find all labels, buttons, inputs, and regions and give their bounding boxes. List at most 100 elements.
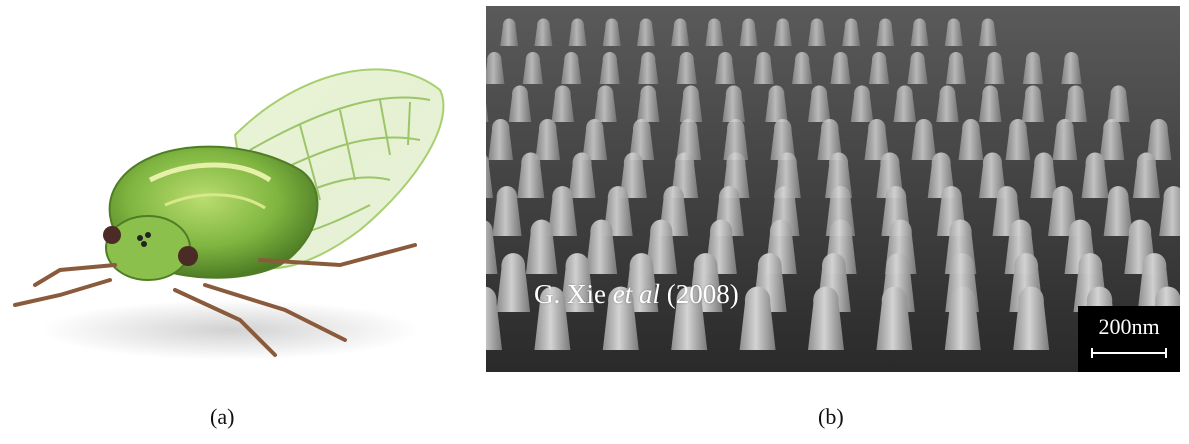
nanopillar — [603, 186, 633, 236]
nanopillar — [508, 85, 532, 122]
nanopillar — [679, 85, 703, 122]
nanopillar — [944, 18, 963, 46]
cicada-illustration — [13, 68, 445, 360]
nanopillar — [1146, 119, 1172, 160]
image-credit: G. Xie et al (2008) — [534, 279, 739, 309]
nanopillar — [808, 18, 826, 46]
nanopillar — [1048, 186, 1078, 236]
cicada-photo — [0, 30, 460, 380]
nanopillar — [582, 119, 608, 160]
nanopillar — [850, 85, 874, 122]
nanopillar — [568, 18, 587, 46]
nanopillar — [1022, 51, 1044, 84]
nanopillar — [979, 152, 1006, 198]
panel-label-b: (b) — [818, 404, 844, 429]
legs — [13, 243, 417, 357]
nanopillar — [773, 152, 801, 198]
nanopillar — [705, 18, 724, 46]
nanopillar — [488, 119, 514, 160]
nanopillar — [715, 51, 736, 84]
nanopillar — [770, 119, 796, 160]
nanopillar — [486, 286, 502, 350]
nanopillar — [808, 85, 831, 122]
nanopillar — [907, 51, 928, 84]
nanopillar — [568, 152, 596, 198]
nanopillar — [753, 51, 774, 84]
nanopillar — [825, 152, 853, 198]
nanopillar — [599, 51, 620, 84]
nanopillar — [876, 18, 895, 46]
nanopillar — [893, 85, 916, 122]
nanopillar — [671, 152, 699, 198]
nanopillar — [486, 51, 505, 84]
nanopillar — [1099, 119, 1125, 160]
nanopillar — [984, 51, 1005, 84]
nanopillar — [936, 85, 959, 122]
nanopillar — [637, 85, 660, 122]
nanopillar-array — [486, 6, 1180, 372]
nanopillar — [911, 119, 937, 160]
sem-micrograph: G. Xie et al (2008) 200nm — [486, 6, 1180, 372]
nanopillar — [535, 119, 561, 160]
nanopillar — [1132, 152, 1160, 198]
nanopillar — [1013, 286, 1050, 350]
nanopillar — [1005, 119, 1031, 160]
nanopillar — [910, 18, 929, 46]
nanopillar — [979, 85, 1002, 122]
nanopillar — [1064, 85, 1087, 122]
nanopillar — [585, 219, 618, 274]
nanopillar — [638, 51, 659, 84]
nanopillar — [676, 51, 697, 84]
nanopillar — [808, 286, 844, 350]
scale-bar: 200nm — [1078, 306, 1180, 372]
scale-bar-line — [1091, 348, 1167, 358]
nanopillar — [637, 18, 655, 46]
nanopillar — [486, 102, 489, 122]
nanopillar — [500, 18, 519, 46]
nanopillar — [979, 18, 997, 46]
nanopillar — [517, 152, 545, 198]
nanopillar — [645, 219, 678, 274]
nanopillar — [945, 51, 967, 84]
nanopillar — [817, 119, 843, 160]
nanopillar — [1061, 51, 1082, 84]
nanopillar — [792, 51, 813, 84]
nanopillar — [492, 186, 522, 236]
nanopillar — [739, 18, 758, 46]
nanopillar — [547, 186, 578, 236]
nanopillar — [864, 119, 890, 160]
nanopillar — [868, 51, 890, 84]
nanopillar — [522, 51, 543, 84]
nanopillar — [676, 119, 702, 160]
nanopillar — [944, 286, 981, 350]
nanopillar — [1052, 119, 1078, 160]
nanopillar — [739, 286, 776, 350]
scale-bar-label: 200nm — [1098, 314, 1160, 339]
nanopillar — [773, 18, 792, 46]
nanopillar — [958, 119, 984, 160]
nanopillar — [1107, 85, 1130, 122]
nanopillar — [525, 219, 558, 274]
nanopillar — [602, 18, 621, 46]
nanopillar — [1103, 186, 1133, 236]
nanopillar — [486, 155, 493, 198]
nanopillar — [602, 286, 639, 350]
nanopillar — [765, 85, 788, 122]
nanopillar — [876, 286, 913, 350]
nanopillar — [496, 253, 531, 312]
nanopillar — [722, 85, 745, 122]
nanopillar — [671, 18, 690, 46]
nanopillar — [534, 18, 553, 46]
nanopillar — [723, 119, 749, 160]
nanopillar — [534, 286, 571, 350]
nanopillar — [629, 119, 655, 160]
nanopillar — [594, 85, 617, 122]
nanopillar — [927, 152, 955, 198]
nanopillar — [1159, 186, 1180, 236]
nanopillar — [830, 51, 851, 84]
nanopillar — [1081, 152, 1109, 198]
nanopillar — [560, 253, 595, 312]
nanopillar — [486, 220, 498, 274]
nanopillar — [619, 152, 647, 198]
nanopillar — [1021, 85, 1045, 122]
